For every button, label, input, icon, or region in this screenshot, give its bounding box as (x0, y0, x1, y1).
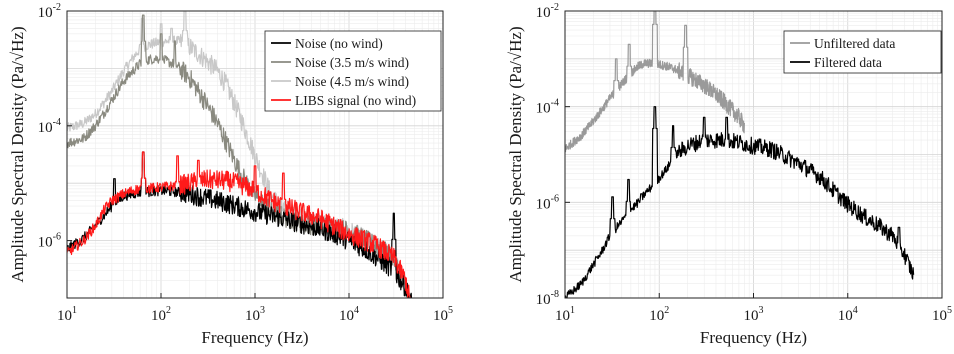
legend-entry: Noise (3.5 m/s wind) (295, 55, 409, 70)
x-tick-label: 102 (649, 305, 669, 324)
chart-panel-1: 101 102 103 104 105 10-6 10-4 10-2 Frequency (Hz… (8, 2, 453, 347)
x-tick-label: 105 (932, 305, 952, 324)
legend-box (783, 30, 942, 74)
y-tick-label: 10-4 (38, 117, 61, 136)
series-line-filtered-data (565, 106, 915, 298)
x-tick-label: 103 (245, 305, 265, 324)
chart-panel-2: 101 102 103 104 105 10-8 10-6 10-4 10-2 Frequency… (506, 2, 952, 347)
x-tick-label: 102 (151, 305, 171, 324)
y-tick-label: 10-8 (536, 289, 559, 308)
legend: Noise (no wind) Noise (3.5 m/s wind) Noise… (264, 30, 442, 112)
x-tick-label: 101 (555, 305, 575, 324)
series-line-unfiltered-data (565, 11, 745, 153)
series-group (67, 11, 413, 298)
x-axis-label: Frequency (Hz) (201, 328, 308, 347)
x-axis-label: Frequency (Hz) (700, 328, 807, 347)
x-tick-label: 104 (339, 305, 359, 324)
y-tick-label: 10-4 (536, 98, 559, 117)
series-line-libs-signal-no-wind- (67, 151, 411, 298)
x-tick-label: 104 (838, 305, 858, 324)
y-axis-label: Amplitude Spectral Density (Pa/√Hz) (8, 26, 27, 282)
y-tick-label: 10-6 (38, 232, 61, 251)
legend-entry: Noise (4.5 m/s wind) (295, 74, 409, 89)
x-tick-label: 103 (744, 305, 764, 324)
series-line-noise-3-5-m-s-wind- (67, 14, 411, 298)
y-axis-label: Amplitude Spectral Density (Pa/√Hz) (506, 26, 525, 282)
y-tick-label: 10-2 (536, 2, 559, 21)
series-group (565, 11, 915, 298)
x-tick-label: 101 (57, 305, 77, 324)
x-tick-label: 105 (433, 305, 453, 324)
legend-box (264, 30, 442, 112)
legend-entry: Filtered data (814, 55, 882, 70)
y-tick-label: 10-2 (38, 2, 61, 21)
legend-entry: Unfiltered data (814, 36, 895, 51)
y-tick-label: 10-6 (536, 193, 559, 212)
legend-entry: LIBS signal (no wind) (295, 93, 416, 108)
legend-entry: Noise (no wind) (295, 36, 383, 51)
legend: Unfiltered data Filtered data (783, 30, 942, 74)
